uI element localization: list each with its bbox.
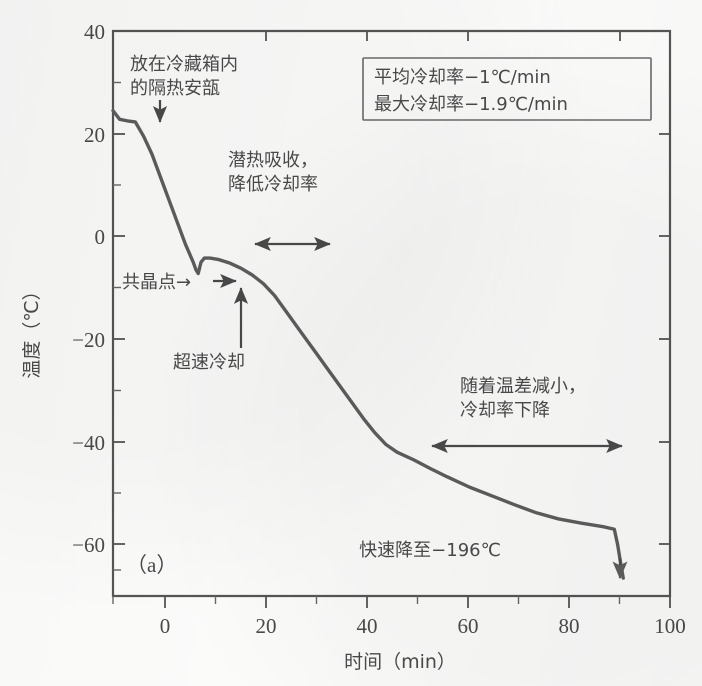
annotation-supercooling-label: 超速冷却 [173,352,245,373]
y-tick-label: 40 [84,20,105,44]
annotation-ampoule-line2: 的隔热安瓿 [130,78,220,99]
legend-box: 平均冷却率−1℃/min 最大冷却率−1.9℃/min [362,57,652,121]
annotation-eutectic-point-label: 共晶点→ [122,272,191,293]
annotation-plunge-label: 快速降至−196℃ [359,540,501,561]
x-axis-major-ticks [164,596,671,608]
x-axis-minor-ticks [112,596,621,604]
y-tick-label: 20 [84,123,105,147]
y-axis-tick-labels: 40 20 0 −20 −40 −60 [72,20,105,557]
y-tick-label: −60 [72,533,105,557]
x-axis-top-ticks [265,31,621,41]
annotation-supercooling: 超速冷却 [173,287,249,373]
y-tick-label: 0 [95,225,106,249]
annotation-latent-heat-line1: 潜热吸收， [228,150,318,171]
legend-avg-cooling-rate: 平均冷却率−1℃/min [374,67,551,88]
legend-max-cooling-rate: 最大冷却率−1.9℃/min [374,94,568,115]
x-tick-label: 80 [559,614,580,638]
y-tick-label: −20 [72,328,105,352]
annotation-eutectic-point: 共晶点→ [122,272,237,293]
y-axis-right-ticks [659,133,670,545]
x-axis-title: 时间（min） [344,651,456,673]
x-tick-label: 0 [160,614,171,638]
axes-frame [111,29,672,598]
x-tick-label: 100 [654,614,686,638]
annotation-plunge: 快速降至−196℃ [359,540,501,561]
y-tick-label: −40 [72,431,105,455]
annotation-latent-heat-line2: 降低冷却率 [228,174,318,195]
annotation-latent-heat: 潜热吸收， 降低冷却率 [228,150,331,252]
annotation-ampoule: 放在冷藏箱内 的隔热安瓿 [130,54,238,123]
panel-label: （a） [126,553,177,577]
x-tick-label: 60 [458,614,479,638]
annotation-reduced-gradient: 随着温差减小， 冷却率下降 [431,376,623,454]
y-axis-title: 温度（℃） [21,281,43,378]
x-axis-tick-labels: 0 20 40 60 80 100 [160,614,686,638]
annotation-reduced-gradient-line2: 冷却率下降 [460,400,550,421]
series-cooling-curve [111,108,625,580]
annotation-ampoule-line1: 放在冷藏箱内 [130,54,238,75]
x-tick-label: 20 [256,614,277,638]
x-tick-label: 40 [357,614,378,638]
annotation-reduced-gradient-line1: 随着温差减小， [460,376,586,397]
y-axis-minor-ticks [113,81,121,571]
y-axis-major-ticks [113,30,125,545]
